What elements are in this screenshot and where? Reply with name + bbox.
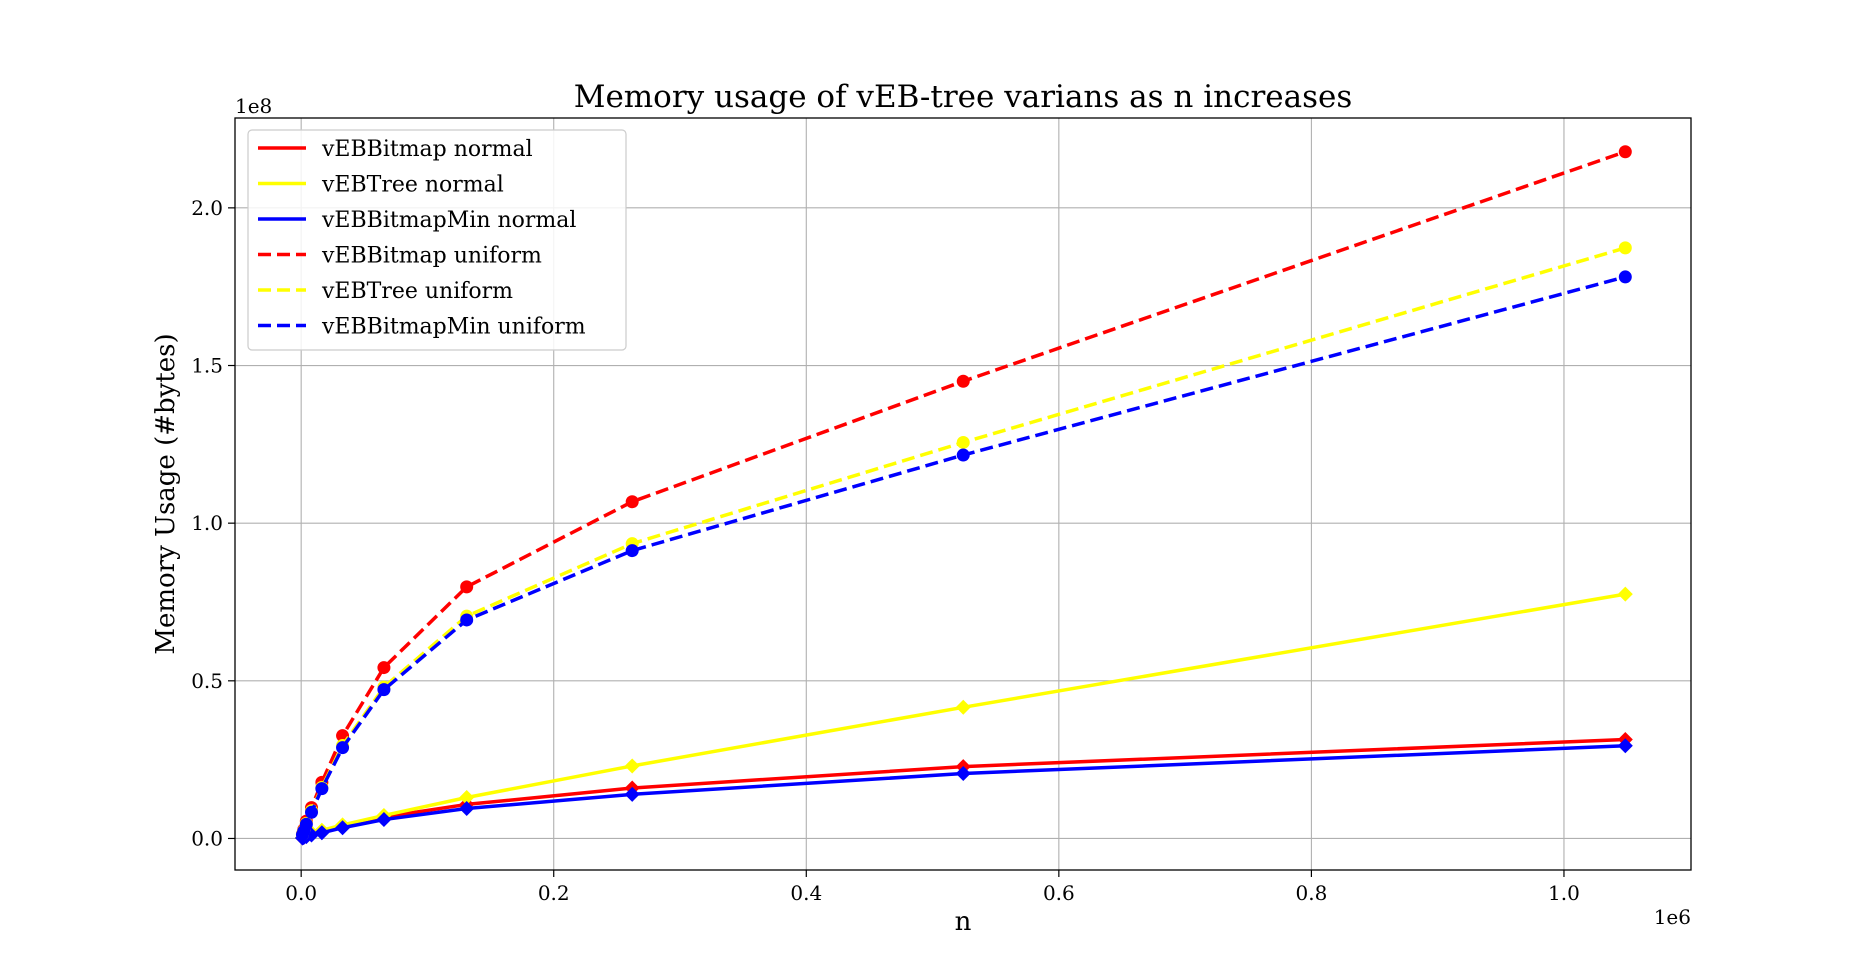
legend-box bbox=[247, 129, 627, 351]
x-tick-label: 0.8 bbox=[1295, 881, 1327, 905]
y-axis-exponent-label: 1e8 bbox=[235, 94, 272, 118]
legend-label: vEBBitmap uniform bbox=[321, 244, 542, 269]
legend-label: vEBBitmapMin uniform bbox=[321, 315, 586, 340]
legend-item-vebbitmap-normal: vEBBitmap normal bbox=[258, 137, 533, 162]
legend-item-vebtree-uniform: vEBTree uniform bbox=[258, 279, 513, 304]
axis-ticks: 0.0 0.2 0.4 0.6 0.8 1.0 0.0 0.5 1.0 1.5 2.0 bbox=[191, 196, 1580, 905]
x-tick-label: 0.0 bbox=[285, 881, 317, 905]
data-point bbox=[315, 782, 329, 796]
data-point bbox=[1618, 241, 1632, 255]
x-tick-label: 0.4 bbox=[790, 881, 822, 905]
y-tick-label: 1.0 bbox=[191, 511, 223, 535]
legend-label: vEBBitmap normal bbox=[321, 137, 533, 162]
series-vebbitmapmin-uniform bbox=[295, 270, 1632, 842]
data-point bbox=[305, 805, 319, 819]
data-point bbox=[955, 699, 971, 715]
x-tick-label: 0.6 bbox=[1043, 881, 1075, 905]
data-point bbox=[956, 374, 970, 388]
plot-area-frame bbox=[234, 117, 1692, 871]
grid bbox=[235, 118, 1691, 870]
data-point bbox=[1617, 586, 1633, 602]
data-point bbox=[460, 580, 474, 594]
legend-item-vebtree-normal: vEBTree normal bbox=[258, 173, 504, 198]
data-point bbox=[1618, 145, 1632, 159]
data-point bbox=[377, 683, 391, 697]
data-point bbox=[1617, 738, 1633, 754]
data-point bbox=[336, 741, 350, 755]
legend-label: vEBTree normal bbox=[321, 173, 504, 198]
data-point bbox=[625, 495, 639, 509]
data-point bbox=[377, 661, 391, 675]
legend-item-vebbitmapmin-normal: vEBBitmapMin normal bbox=[258, 208, 576, 233]
data-point bbox=[956, 435, 970, 449]
data-point bbox=[956, 448, 970, 462]
legend-item-vebbitmap-uniform: vEBBitmap uniform bbox=[258, 244, 542, 269]
legend-label: vEBBitmapMin normal bbox=[321, 208, 576, 233]
y-tick-label: 0.0 bbox=[191, 826, 223, 850]
x-axis-exponent-label: 1e6 bbox=[1654, 905, 1691, 929]
x-tick-label: 0.2 bbox=[538, 881, 570, 905]
data-point bbox=[459, 801, 475, 817]
data-point bbox=[1618, 270, 1632, 284]
data-point bbox=[335, 820, 351, 836]
y-axis-label: Memory Usage (#bytes) bbox=[151, 333, 181, 654]
data-point bbox=[314, 825, 330, 841]
y-tick-label: 0.5 bbox=[191, 669, 223, 693]
x-tick-label: 1.0 bbox=[1548, 881, 1580, 905]
chart-title: Memory usage of vEB-tree varians as n in… bbox=[574, 79, 1353, 115]
y-tick-label: 1.5 bbox=[191, 354, 223, 378]
data-point bbox=[376, 812, 392, 828]
series-group bbox=[294, 145, 1633, 846]
data-point bbox=[299, 817, 313, 831]
legend: vEBBitmap normal vEBTree normal vEBBitmapM… bbox=[247, 129, 627, 351]
y-tick-label: 2.0 bbox=[191, 196, 223, 220]
x-axis-label: n bbox=[955, 907, 972, 937]
data-point bbox=[955, 766, 971, 782]
legend-item-vebbitmapmin-uniform: vEBBitmapMin uniform bbox=[258, 315, 586, 340]
legend-label: vEBTree uniform bbox=[321, 279, 513, 304]
data-point bbox=[624, 758, 640, 774]
data-point bbox=[459, 789, 475, 805]
data-point bbox=[624, 786, 640, 802]
data-point bbox=[460, 613, 474, 627]
data-point bbox=[625, 544, 639, 558]
